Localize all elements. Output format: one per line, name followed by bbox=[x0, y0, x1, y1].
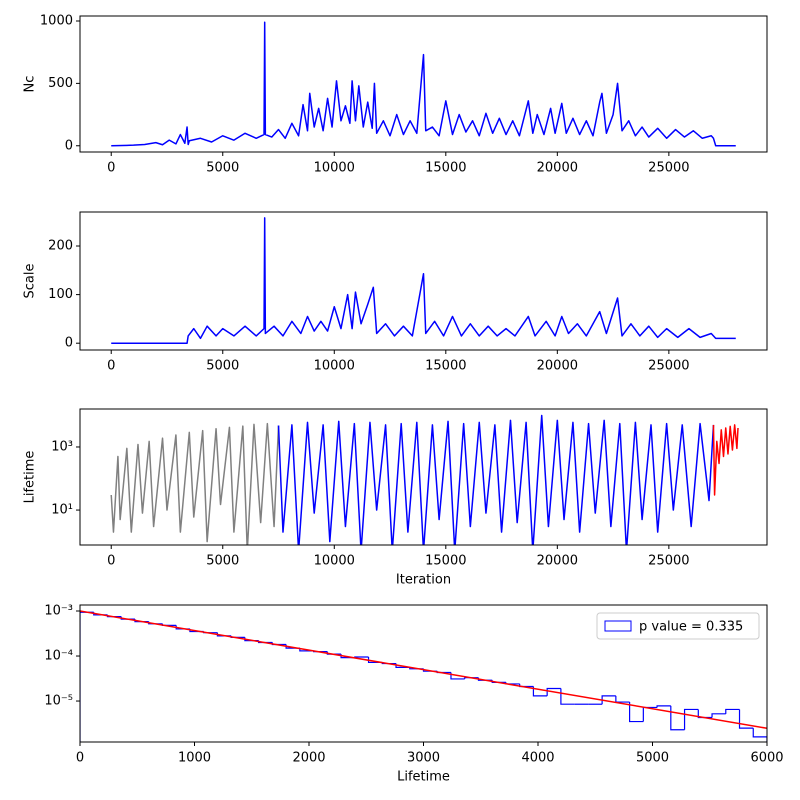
histogram-bin bbox=[629, 702, 644, 723]
histogram-bin bbox=[656, 705, 671, 708]
y-axis-label: Lifetime bbox=[23, 451, 38, 504]
histogram-bin bbox=[670, 705, 685, 731]
histogram-bin bbox=[546, 687, 561, 696]
histogram-bin bbox=[683, 708, 699, 730]
x-tick-label: 6000 bbox=[750, 751, 783, 766]
x-tick-label: 15000 bbox=[425, 359, 466, 374]
legend-label: p value = 0.335 bbox=[639, 620, 743, 635]
x-tick-label: 5000 bbox=[636, 751, 669, 766]
y-tick-label: 0 bbox=[65, 138, 73, 153]
x-tick-label: 5000 bbox=[206, 359, 239, 374]
x-tick-label: 20000 bbox=[537, 554, 578, 569]
axes-frame bbox=[79, 604, 768, 743]
x-tick-label: 15000 bbox=[425, 161, 466, 176]
x-tick-label: 20000 bbox=[537, 161, 578, 176]
y-axis-label: Nc bbox=[23, 76, 38, 93]
line bbox=[111, 21, 736, 147]
histogram-bin bbox=[615, 695, 630, 703]
x-tick-label: 10000 bbox=[314, 359, 355, 374]
line bbox=[277, 414, 715, 545]
y-axis-label: Scale bbox=[23, 264, 38, 299]
y-tick-label: 200 bbox=[48, 239, 73, 254]
y-tick-label: 10⁻⁴ bbox=[44, 649, 73, 664]
axes-frame bbox=[79, 15, 768, 153]
y-tick-label: 500 bbox=[48, 76, 73, 91]
x-tick-label: 10000 bbox=[314, 554, 355, 569]
x-tick-label: 1000 bbox=[178, 751, 211, 766]
plot-area bbox=[111, 217, 736, 344]
legend-box bbox=[596, 612, 760, 640]
y-tick-label: 100 bbox=[48, 287, 73, 302]
histogram-bin bbox=[738, 709, 754, 729]
x-tick-label: 25000 bbox=[648, 359, 689, 374]
plot-area bbox=[80, 610, 767, 742]
histogram-bin bbox=[711, 713, 726, 718]
y-tick-label: 10⁻³ bbox=[44, 604, 73, 619]
x-tick-label: 5000 bbox=[206, 554, 239, 569]
x-tick-label: 25000 bbox=[648, 161, 689, 176]
axes-frame bbox=[79, 408, 768, 546]
histogram-bin bbox=[80, 611, 94, 742]
x-tick-label: 20000 bbox=[537, 359, 578, 374]
x-tick-label: 4000 bbox=[521, 751, 554, 766]
fit-line bbox=[80, 610, 767, 730]
histogram-bin bbox=[752, 728, 767, 742]
x-tick-label: 10000 bbox=[314, 161, 355, 176]
x-axis-label: Iteration bbox=[396, 573, 451, 588]
x-tick-label: 3000 bbox=[407, 751, 440, 766]
y-tick-label: 10¹ bbox=[51, 503, 73, 518]
histogram-bin bbox=[560, 688, 575, 705]
x-tick-label: 0 bbox=[107, 359, 115, 374]
x-tick-label: 0 bbox=[76, 751, 84, 766]
legend-swatch bbox=[604, 620, 632, 632]
line bbox=[712, 424, 739, 496]
line bbox=[110, 422, 280, 545]
plot-area bbox=[110, 414, 739, 545]
x-tick-label: 0 bbox=[107, 161, 115, 176]
y-tick-label: 10⁻⁵ bbox=[44, 694, 73, 709]
y-tick-label: 1000 bbox=[40, 13, 73, 28]
line bbox=[111, 217, 736, 344]
x-tick-label: 15000 bbox=[425, 554, 466, 569]
axes-frame bbox=[79, 211, 768, 351]
histogram-bin bbox=[532, 686, 548, 697]
y-tick-label: 10³ bbox=[51, 439, 73, 454]
y-tick-label: 0 bbox=[65, 336, 73, 351]
plot-area bbox=[111, 21, 736, 147]
x-tick-label: 2000 bbox=[292, 751, 325, 766]
histogram-bin bbox=[601, 695, 616, 705]
x-tick-label: 5000 bbox=[206, 161, 239, 176]
x-axis-label: Lifetime bbox=[397, 770, 450, 785]
x-tick-label: 25000 bbox=[648, 554, 689, 569]
histogram-bin bbox=[725, 708, 740, 714]
x-tick-label: 0 bbox=[107, 554, 115, 569]
